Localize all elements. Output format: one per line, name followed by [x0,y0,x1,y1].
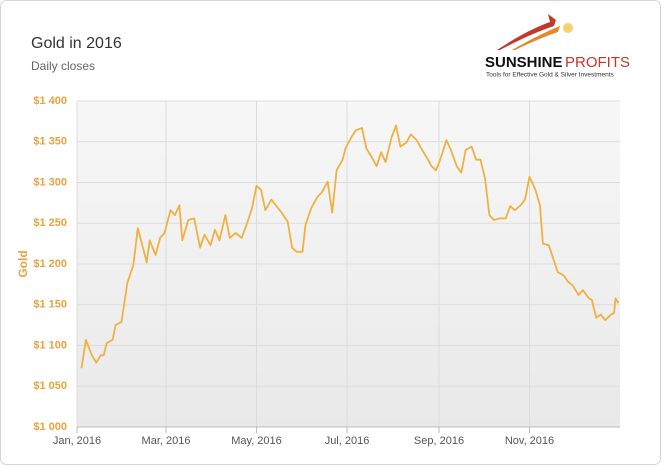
chart-subtitle: Daily closes [31,59,95,73]
y-tick-label: $1 350 [33,136,67,148]
x-tick-label: Mar, 2016 [142,435,191,447]
y-tick-label: $1 050 [33,380,67,392]
logo-brand2: PROFITS [565,54,630,71]
logo-swoosh [512,26,560,50]
y-axis-label: Gold [16,250,30,277]
y-tick-label: $1 250 [33,217,67,229]
logo-brand: SUNSHINE [485,54,563,71]
x-tick-label: Nov, 2016 [505,435,554,447]
logo-swoosh [497,20,556,50]
logo: SUNSHINE PROFITS Tools for Effective Gol… [485,14,630,79]
x-tick-label: Sep, 2016 [414,435,464,447]
x-tick-label: Jul, 2016 [325,435,370,447]
logo-sun [563,23,573,33]
x-tick-label: May, 2016 [231,435,282,447]
logo-swoosh [548,14,556,22]
y-tick-label: $1 000 [33,421,67,433]
chart-title: Gold in 2016 [31,35,122,52]
x-tick-label: Jan, 2016 [53,435,101,447]
y-tick-label: $1 150 [33,299,67,311]
y-tick-label: $1 300 [33,176,67,188]
logo-tagline: Tools for Effective Gold & Silver Invest… [486,72,615,79]
y-tick-label: $1 200 [33,258,67,270]
y-tick-label: $1 400 [33,95,67,107]
y-tick-label: $1 100 [33,339,67,351]
data-line [80,124,620,369]
